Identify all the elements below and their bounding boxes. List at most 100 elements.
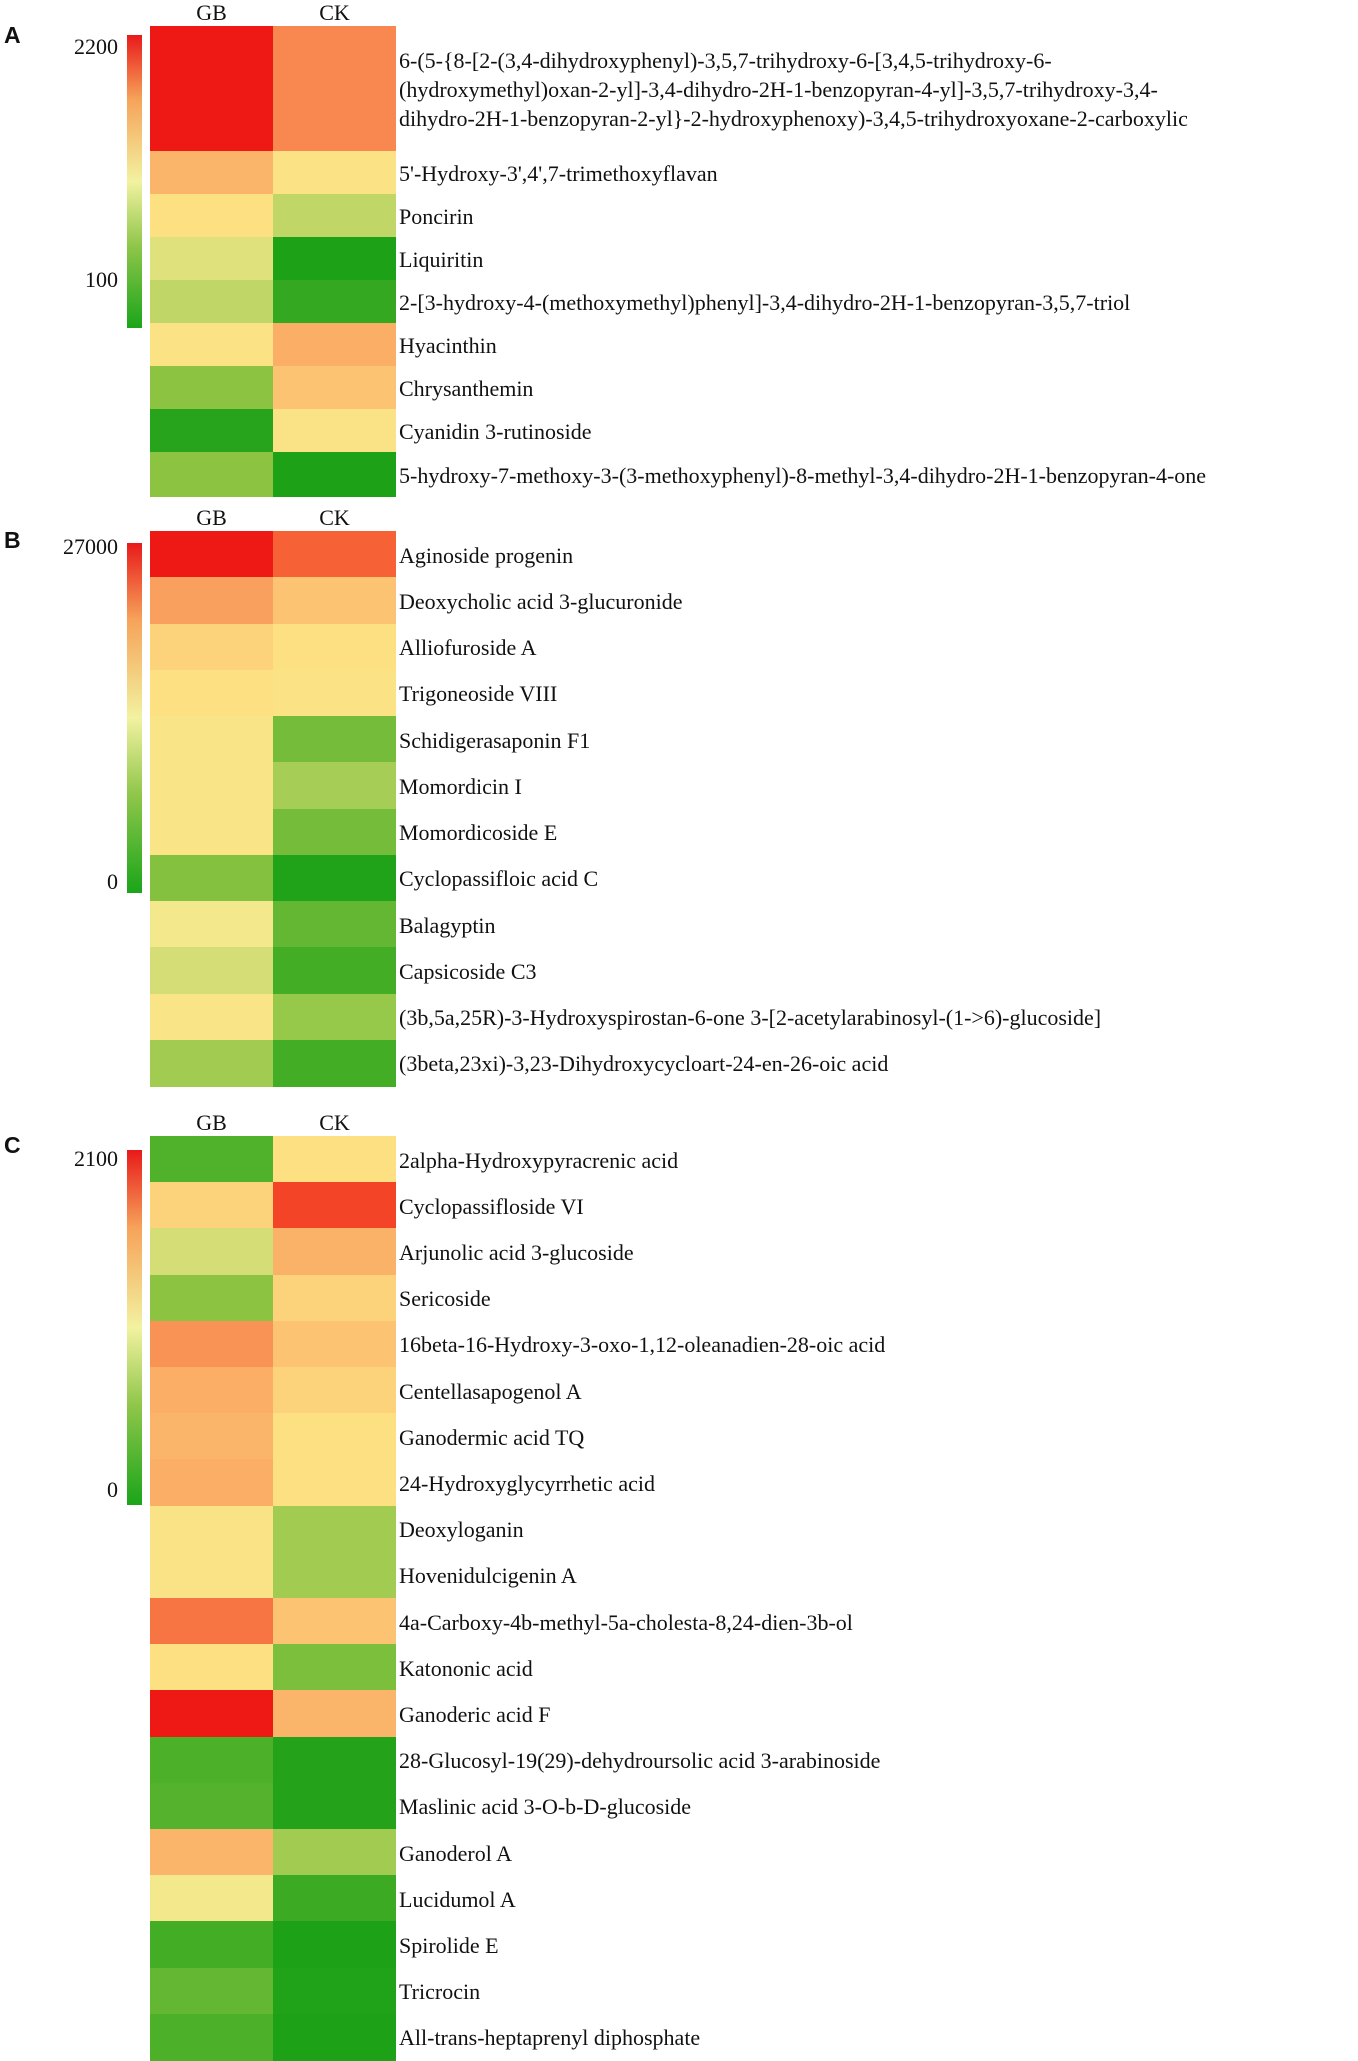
heatmap-cell-ck — [273, 1413, 396, 1460]
heatmap-cell-gb — [150, 409, 273, 453]
column-label-ck: CK — [319, 505, 350, 530]
row-label: Tricrocin — [399, 1979, 481, 2005]
heatmap-cell-gb — [150, 1039, 273, 1087]
heatmap-cell-gb — [150, 716, 273, 763]
row-label: 16beta-16-Hydroxy-3-oxo-1,12-oleanadien-… — [399, 1332, 886, 1358]
row-label: Lucidumol A — [399, 1886, 516, 1912]
heatmap-cell-ck — [273, 1875, 396, 1922]
row-label: Hyacinthin — [399, 333, 497, 358]
row-label: Ganodermic acid TQ — [399, 1424, 585, 1450]
heatmap-cell-ck — [273, 1505, 396, 1553]
heatmap-cell-ck — [273, 1136, 396, 1183]
row-label: Katononic acid — [399, 1655, 533, 1681]
heatmap-cell-gb — [150, 947, 273, 995]
row-label: Poncirin — [399, 204, 474, 229]
row-label: Deoxyloganin — [399, 1517, 524, 1543]
heatmap-cell-ck — [273, 577, 396, 625]
row-label: Ganoderol A — [399, 1840, 513, 1866]
heatmap-cell-ck — [273, 1598, 396, 1645]
column-label-gb: GB — [196, 0, 227, 25]
color-scale-bar — [127, 1150, 142, 1505]
heatmap-cell-gb — [150, 1967, 273, 2015]
panel-letter-C: C — [4, 1132, 21, 1158]
heatmap-cell-gb — [150, 623, 273, 671]
row-label: Momordicoside E — [399, 820, 558, 846]
heatmap-cell-ck — [273, 1274, 396, 1322]
heatmap-cell-gb — [150, 1320, 273, 1368]
heatmap-cell-gb — [150, 452, 273, 497]
heatmap-cell-gb — [150, 1136, 273, 1183]
row-label: Balagyptin — [399, 912, 496, 938]
heatmap-cell-ck — [273, 901, 396, 948]
heatmap-cell-ck — [273, 151, 396, 195]
heatmap-cell-ck — [273, 280, 396, 324]
row-label: Cyclopassifloic acid C — [399, 866, 599, 892]
heatmap-cell-ck — [273, 194, 396, 238]
heatmap-cell-gb — [150, 993, 273, 1041]
row-label: Alliofuroside A — [399, 635, 537, 661]
heatmap-cell-ck — [273, 1182, 396, 1229]
row-label: Ganoderic acid F — [399, 1702, 551, 1727]
heatmap-cell-ck — [273, 669, 396, 717]
color-scale-bar — [127, 543, 142, 893]
heatmap-cell-ck — [273, 1228, 396, 1276]
row-label: Cyanidin 3-rutinoside — [399, 419, 592, 444]
scale-min-label: 0 — [107, 869, 118, 894]
panel-letter-B: B — [4, 527, 21, 553]
row-label: Cyclopassifloside VI — [399, 1193, 584, 1219]
heatmap-cell-gb — [150, 577, 273, 625]
row-label: 2alpha-Hydroxypyracrenic acid — [399, 1147, 679, 1173]
heatmap-cell-ck — [273, 452, 396, 497]
scale-max-label: 2200 — [74, 34, 118, 59]
heatmap-cell-ck — [273, 1367, 396, 1414]
scale-min-label: 0 — [107, 1477, 118, 1502]
heatmap-cell-ck — [273, 947, 396, 995]
row-label: 28-Glucosyl-19(29)-dehydroursolic acid 3… — [399, 1748, 881, 1774]
heatmap-cell-gb — [150, 2013, 273, 2061]
heatmap-cell-ck — [273, 1921, 396, 1969]
heatmap-cell-ck — [273, 1782, 396, 1830]
row-label: Sericoside — [399, 1286, 491, 1312]
heatmap-cell-gb — [150, 808, 273, 856]
row-label: Deoxycholic acid 3-glucuronide — [399, 588, 683, 614]
row-label: 4a-Carboxy-4b-methyl-5a-cholesta-8,24-di… — [399, 1609, 853, 1635]
heatmap-cell-gb — [150, 323, 273, 367]
row-label: Capsicoside C3 — [399, 958, 537, 984]
row-label: Aginoside progenin — [399, 542, 574, 568]
heatmap-cell-gb — [150, 1921, 273, 1969]
heatmap-cell-ck — [273, 623, 396, 671]
heatmap-cell-gb — [150, 1829, 273, 1876]
heatmap-cell-gb — [150, 762, 273, 810]
row-label: Maslinic acid 3-O-b-D-glucoside — [399, 1794, 692, 1820]
heatmap-cell-ck — [273, 366, 396, 410]
heatmap-cell-gb — [150, 669, 273, 717]
heatmap-cell-gb — [150, 1505, 273, 1553]
heatmap-cell-gb — [150, 901, 273, 948]
heatmap-cell-ck — [273, 1644, 396, 1691]
heatmap-cell-ck — [273, 1829, 396, 1876]
heatmap-cell-ck — [273, 854, 396, 902]
scale-min-label: 100 — [85, 267, 118, 292]
row-label: 24-Hydroxyglycyrrhetic acid — [399, 1471, 655, 1496]
heatmap-cell-gb — [150, 1782, 273, 1830]
heatmap-cell-gb — [150, 26, 273, 152]
heatmap-cell-gb — [150, 1598, 273, 1645]
heatmap-cell-ck — [273, 1320, 396, 1368]
heatmap-cell-gb — [150, 1274, 273, 1322]
heatmap-cell-gb — [150, 194, 273, 238]
heatmap-cell-ck — [273, 1690, 396, 1738]
heatmap-cell-ck — [273, 237, 396, 281]
heatmap-cell-ck — [273, 1551, 396, 1599]
row-label: 6-(5-{8-[2-(3,4-dihydroxyphenyl)-3,5,7-t… — [399, 48, 1188, 131]
row-label: Arjunolic acid 3-glucoside — [399, 1240, 634, 1265]
heatmap-cell-gb — [150, 237, 273, 281]
row-label: 2-[3-hydroxy-4-(methoxymethyl)phenyl]-3,… — [399, 290, 1131, 315]
column-label-ck: CK — [319, 1110, 350, 1135]
heatmap-cell-gb — [150, 1413, 273, 1460]
row-label: (3b,5a,25R)-3-Hydroxyspirostan-6-one 3-[… — [399, 1005, 1102, 1031]
heatmap-cell-ck — [273, 716, 396, 763]
row-label: Spirolide E — [399, 1933, 499, 1958]
scale-max-label: 27000 — [63, 534, 118, 559]
column-label-gb: GB — [196, 505, 227, 530]
